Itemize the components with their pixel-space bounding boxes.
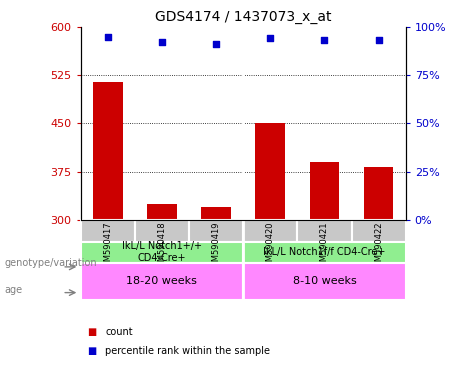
Title: GDS4174 / 1437073_x_at: GDS4174 / 1437073_x_at [155,10,331,25]
Text: GSM590418: GSM590418 [157,221,166,272]
Text: percentile rank within the sample: percentile rank within the sample [105,346,270,356]
Bar [352,220,406,242]
Text: count: count [105,327,133,337]
Bar [81,220,135,242]
Point [158,39,165,45]
Text: 18-20 weeks: 18-20 weeks [126,276,197,286]
Point [104,33,112,40]
Bar [201,207,231,220]
Point [213,41,220,47]
Text: age: age [5,285,23,295]
Text: IkL/L Notch1f/f CD4-Cre+: IkL/L Notch1f/f CD4-Cre+ [263,247,385,257]
Bar [243,242,406,263]
Text: GSM590417: GSM590417 [103,221,112,272]
Point [321,37,328,43]
Text: GSM590422: GSM590422 [374,221,383,271]
Bar [243,220,297,242]
Bar [309,162,339,220]
Text: genotype/variation: genotype/variation [5,258,97,268]
Bar [189,220,243,242]
Bar [147,204,177,220]
Text: ■: ■ [88,327,97,337]
Text: GSM590421: GSM590421 [320,221,329,271]
Bar [243,263,406,300]
Text: 8-10 weeks: 8-10 weeks [293,276,356,286]
Bar [93,82,123,220]
Bar [81,263,243,300]
Point [375,37,382,43]
Text: ■: ■ [88,346,97,356]
Bar [297,220,352,242]
Text: IkL/L Notch1+/+
CD4-Cre+: IkL/L Notch1+/+ CD4-Cre+ [122,242,202,263]
Bar [135,220,189,242]
Bar [81,242,243,263]
Text: GSM590419: GSM590419 [212,221,221,271]
Bar [364,167,394,220]
Point [266,35,274,41]
Bar [255,124,285,220]
Text: GSM590420: GSM590420 [266,221,275,271]
